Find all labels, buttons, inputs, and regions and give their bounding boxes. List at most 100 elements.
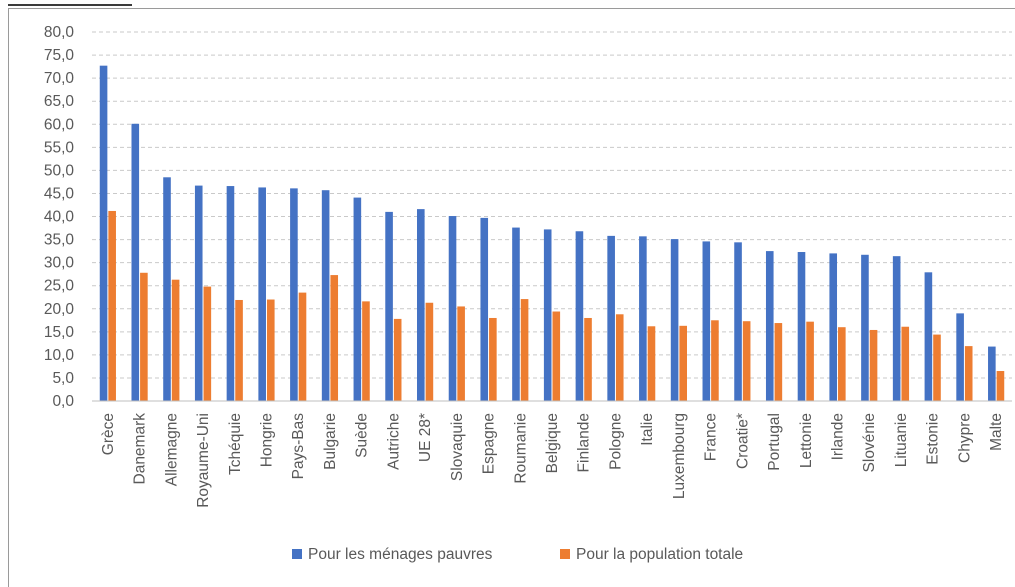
bar-total-population bbox=[108, 210, 116, 401]
bar-total-population bbox=[679, 325, 687, 401]
x-category-label: Estonie bbox=[925, 413, 942, 465]
bar-poor-households bbox=[512, 227, 520, 401]
bar-poor-households bbox=[99, 65, 108, 401]
bar-poor-households bbox=[829, 253, 838, 401]
legend-label: Pour la population totale bbox=[576, 546, 743, 563]
bar-poor-households bbox=[861, 254, 869, 401]
x-category-label: Danemark bbox=[132, 413, 149, 485]
y-tick-label: 50,0 bbox=[44, 162, 75, 179]
x-category-label: Allemagne bbox=[163, 413, 180, 486]
bar-total-population bbox=[330, 275, 339, 401]
bar-poor-households bbox=[892, 256, 901, 401]
bar-poor-households bbox=[639, 236, 647, 401]
bar-poor-households bbox=[607, 235, 615, 401]
bar-poor-households bbox=[131, 123, 140, 401]
bars bbox=[99, 65, 1005, 401]
y-tick-label: 80,0 bbox=[44, 24, 75, 41]
x-category-label: Pologne bbox=[607, 413, 624, 470]
y-tick-label: 10,0 bbox=[44, 347, 75, 364]
y-tick-label: 75,0 bbox=[44, 47, 75, 64]
bar-total-population bbox=[425, 302, 434, 401]
bar-poor-households bbox=[480, 217, 489, 401]
bar-total-population bbox=[806, 321, 814, 401]
x-category-label: Grèce bbox=[100, 413, 117, 455]
bar-poor-households bbox=[226, 186, 235, 401]
bar-total-population bbox=[266, 299, 275, 401]
x-category-label: Malte bbox=[988, 413, 1005, 451]
x-category-label: Royaume-Uni bbox=[195, 413, 212, 508]
bar-total-population bbox=[901, 326, 910, 401]
bar-poor-households bbox=[797, 252, 806, 401]
bar-poor-households bbox=[702, 241, 711, 401]
x-category-label: Suède bbox=[354, 413, 371, 458]
bar-total-population bbox=[615, 314, 624, 401]
bar-poor-households bbox=[353, 197, 362, 401]
bar-poor-households bbox=[734, 242, 742, 401]
bar-total-population bbox=[298, 292, 307, 401]
bar-poor-households bbox=[194, 185, 203, 401]
chart-frame bbox=[8, 8, 1015, 587]
y-tick-label: 35,0 bbox=[44, 232, 75, 249]
x-category-label: Bulgarie bbox=[322, 413, 339, 470]
bar-poor-households bbox=[924, 272, 933, 401]
bar-poor-households bbox=[385, 211, 393, 401]
bar-total-population bbox=[362, 301, 370, 401]
bar-total-population bbox=[711, 320, 719, 401]
y-tick-label: 30,0 bbox=[44, 255, 75, 272]
x-category-label: Italie bbox=[639, 413, 656, 446]
bar-total-population bbox=[647, 326, 656, 401]
x-category-label: Chypre bbox=[956, 413, 973, 463]
bar-poor-households bbox=[988, 346, 996, 401]
y-tick-label: 60,0 bbox=[44, 116, 75, 133]
x-category-label: Croatie* bbox=[734, 413, 751, 469]
x-category-label: Lituanie bbox=[893, 413, 910, 467]
x-category-label: Hongrie bbox=[258, 413, 275, 467]
y-tick-label: 45,0 bbox=[44, 185, 75, 202]
x-category-label: Lettonie bbox=[798, 413, 815, 468]
bar-poor-households bbox=[290, 188, 298, 401]
bar-total-population bbox=[838, 327, 846, 401]
bar-total-population bbox=[140, 272, 148, 401]
x-category-label: UE 28* bbox=[417, 413, 434, 462]
x-category-label: Slovaquie bbox=[449, 413, 466, 481]
legend-label: Pour les ménages pauvres bbox=[308, 546, 493, 563]
bar-poor-households bbox=[543, 229, 552, 401]
bar-poor-households bbox=[321, 190, 330, 401]
bar-poor-households bbox=[956, 313, 964, 401]
y-tick-label: 20,0 bbox=[44, 301, 75, 318]
bar-poor-households bbox=[417, 209, 425, 401]
bar-total-population bbox=[520, 299, 529, 401]
y-tick-label: 25,0 bbox=[44, 278, 75, 295]
bar-total-population bbox=[393, 318, 402, 401]
x-category-label: Espagne bbox=[481, 413, 498, 474]
y-tick-label: 15,0 bbox=[44, 324, 75, 341]
x-category-label: Belgique bbox=[544, 413, 561, 473]
legend-swatch-poor-households bbox=[292, 549, 302, 559]
bar-total-population bbox=[774, 323, 783, 401]
y-tick-label: 40,0 bbox=[44, 209, 75, 226]
bar-total-population bbox=[235, 299, 243, 401]
x-category-label: Luxembourg bbox=[671, 413, 688, 499]
bar-total-population bbox=[933, 334, 941, 401]
y-axis-tick-labels: 0,0 5,0 10,0 15,0 20,0 25,0 30,0 35,0 40,0 45,0 50… bbox=[44, 24, 75, 410]
x-category-label: Slovénie bbox=[861, 413, 878, 472]
x-axis-category-labels: Grèce Danemark Allemagne Royaume-Uni Tchéqui… bbox=[100, 413, 1005, 508]
x-category-label: Irlande bbox=[830, 413, 847, 460]
x-category-label: Tchéquie bbox=[227, 413, 244, 475]
bar-total-population bbox=[996, 371, 1005, 401]
bar-total-population bbox=[869, 329, 878, 401]
x-category-label: Pays-Bas bbox=[290, 413, 307, 480]
bar-total-population bbox=[489, 317, 497, 401]
bar-poor-households bbox=[448, 216, 457, 401]
bar-total-population bbox=[457, 306, 465, 401]
y-tick-label: 0,0 bbox=[52, 393, 74, 410]
bar-poor-households bbox=[575, 231, 584, 401]
x-category-label: Portugal bbox=[766, 413, 783, 471]
bar-poor-households bbox=[765, 251, 774, 401]
legend-swatch-total-population bbox=[560, 549, 570, 559]
bar-poor-households bbox=[670, 239, 679, 401]
x-category-label: Autriche bbox=[385, 413, 402, 470]
bar-poor-households bbox=[163, 177, 171, 401]
y-tick-label: 55,0 bbox=[44, 139, 75, 156]
